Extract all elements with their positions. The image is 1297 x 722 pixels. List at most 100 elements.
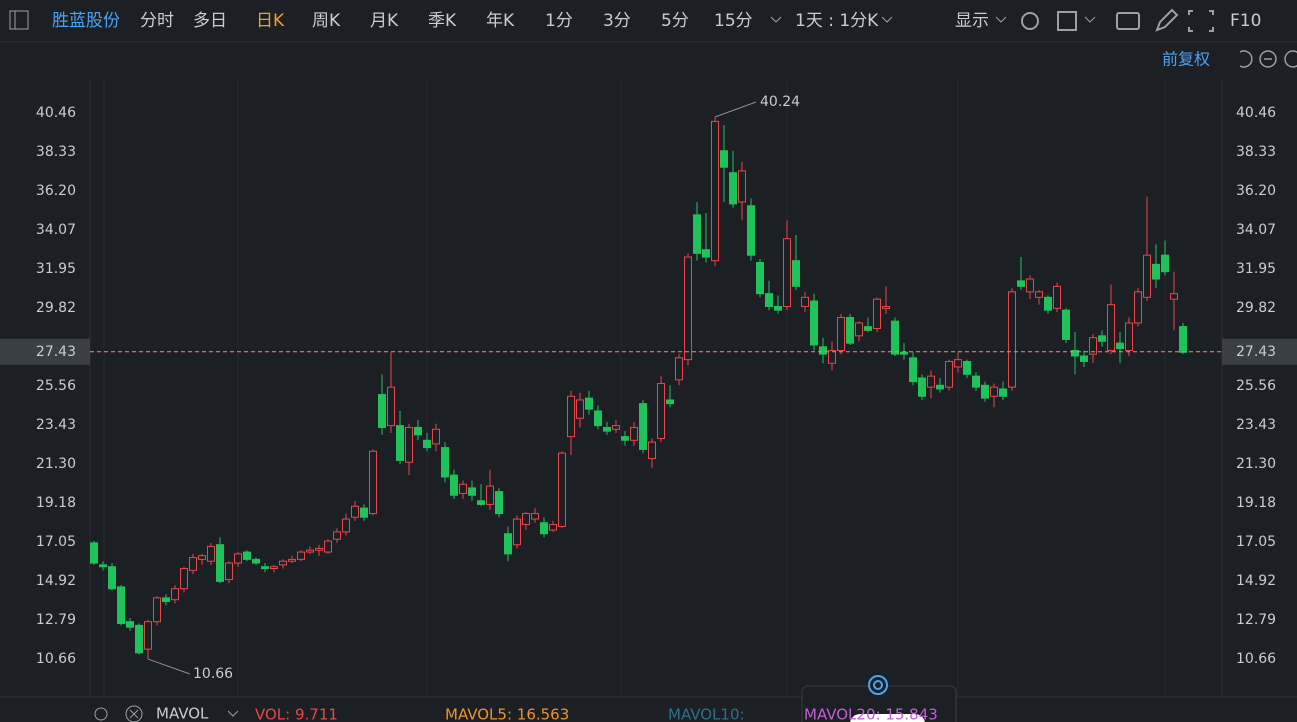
candle-body [189,557,197,571]
candle-body [234,553,242,564]
y-tick-label: 29.82 [36,300,76,316]
candle-body [468,487,476,496]
y-tick-label-right: 38.33 [1236,144,1276,160]
draw-icon[interactable] [1155,8,1179,32]
candle-body [99,564,107,568]
candle-body [135,624,143,654]
y-tick-label-right: 40.46 [1236,105,1276,121]
popup-button[interactable] [850,714,925,722]
candle-body [612,425,620,430]
y-tick-label: 19.18 [36,495,76,511]
candle-body [252,558,260,564]
period-tab[interactable]: 5分 [661,11,689,31]
candle-body [171,588,179,601]
y-tick-label: 25.56 [36,378,76,394]
camera-icon[interactable] [1116,12,1140,30]
toolbar [0,0,1297,42]
last-price-label: 27.43 [36,344,76,360]
adjust-mode[interactable]: 前复权 [1162,50,1210,69]
indicator-value: MAVOL10: [668,706,745,722]
candle-body [981,384,989,399]
low-label: 10.66 [193,666,233,682]
candle-body [972,375,980,388]
candle-body [522,513,530,526]
y-tick-label: 31.95 [36,261,76,277]
y-tick-label: 38.33 [36,144,76,160]
period-tab[interactable]: 月K [370,11,399,31]
candle-body [855,322,863,337]
candle-body [675,357,683,381]
period-tab[interactable]: 3分 [603,11,631,31]
y-tick-label-right: 34.07 [1236,222,1276,238]
camera-small-icon[interactable] [94,707,108,721]
candle-body [693,214,701,254]
zoom-out-icon[interactable] [1259,50,1277,68]
period-tab[interactable]: 分时 [140,11,174,31]
candle-body [729,172,737,205]
layout-icon[interactable] [1057,11,1077,31]
candle-body [324,540,332,553]
period-select[interactable]: 1天 : 1分K [795,11,879,31]
period-tab[interactable]: 日K [256,11,285,31]
candle-body [360,507,368,518]
indicator-name[interactable]: MAVOL [156,705,209,722]
candle-body [1035,291,1043,298]
candle-body [594,410,602,427]
candle-body [954,359,962,368]
display-menu[interactable]: 显示 [955,11,989,31]
stock-name[interactable]: 胜蓝股份 [52,11,120,31]
y-tick-label: 10.66 [36,651,76,667]
candle-body [810,300,818,346]
candle-body [1179,326,1187,353]
zoom-in-icon[interactable] [1284,50,1297,68]
period-tab[interactable]: 周K [312,11,341,31]
y-tick-label-right: 25.56 [1236,378,1276,394]
candle-body [1125,322,1133,351]
candle-body [1053,285,1061,309]
indicator-value: MAVOL5: 16.563 [445,706,569,722]
candle-body [774,305,782,311]
settings-icon[interactable] [1021,12,1039,30]
period-tab[interactable]: 15分 [714,11,753,31]
candle-body [243,551,251,560]
sidebar-icon[interactable] [9,10,29,30]
candle-body [936,384,944,390]
undo-icon[interactable] [1239,50,1253,68]
candle-body [756,262,764,295]
candle-body [459,483,467,494]
y-tick-label: 14.92 [36,573,76,589]
candle-body [333,531,341,540]
candle-body [342,518,350,533]
candle-body [567,395,575,438]
period-tab[interactable]: 年K [486,11,515,31]
period-tab[interactable]: 多日 [193,11,227,31]
candle-body [1116,342,1124,350]
high-label: 40.24 [760,94,800,110]
f10-button[interactable]: F10 [1230,11,1261,31]
fullscreen-icon[interactable] [1188,10,1214,32]
close-indicator-icon[interactable] [125,705,143,722]
candle-body [279,560,287,566]
period-tab[interactable]: 1分 [545,11,573,31]
candle-body [576,399,584,419]
candle-body [378,393,386,428]
candle-body [108,566,116,590]
period-tab[interactable]: 季K [428,11,457,31]
candle-body [306,549,314,553]
y-tick-label: 12.79 [36,612,76,628]
candle-body [738,170,746,203]
popup-icon-inner [873,680,883,690]
candle-body [1107,304,1115,351]
candle-body [549,524,557,531]
candle-body [153,597,161,623]
popup-icon[interactable] [868,675,888,695]
candle-body [900,351,908,355]
candle-body [1152,263,1160,280]
y-tick-label-right: 12.79 [1236,612,1276,628]
candle-body [918,377,926,397]
y-tick-label: 21.30 [36,456,76,472]
y-tick-label-right: 10.66 [1236,651,1276,667]
candle-body [792,260,800,287]
candle-body [630,426,638,441]
